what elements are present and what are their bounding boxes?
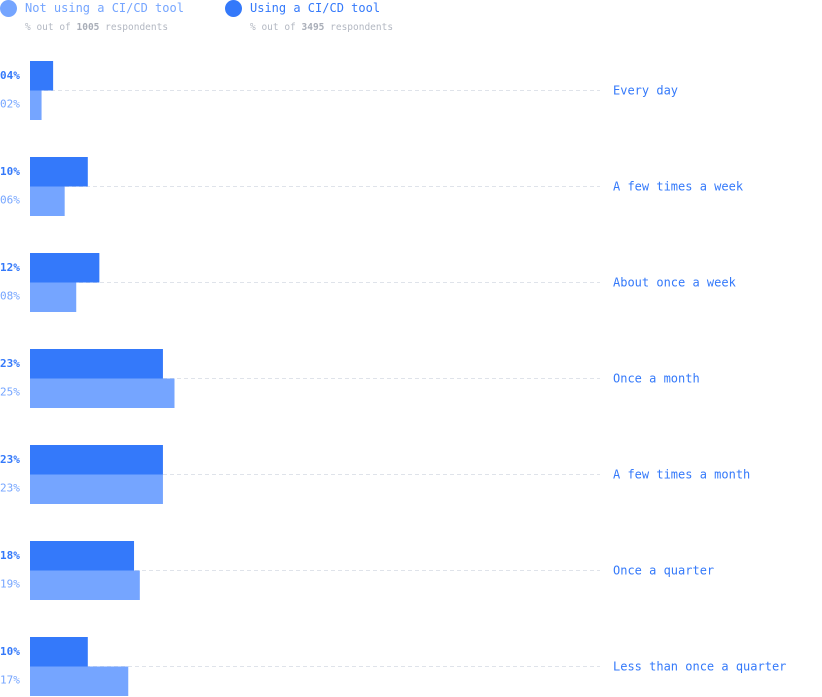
bar-using bbox=[30, 445, 163, 475]
legend-sub-count: 3495 bbox=[301, 22, 325, 33]
bar-using bbox=[30, 541, 135, 571]
bar-not-using bbox=[30, 186, 65, 216]
legend-sub-suffix: respondents bbox=[105, 22, 169, 33]
legend-label-not-using: Not using a CI/CD tool bbox=[25, 1, 184, 15]
category-label: About once a week bbox=[613, 276, 737, 290]
legend-sub-using: % out of 3495 respondents bbox=[250, 22, 393, 33]
value-label-not-using: 23% bbox=[0, 482, 20, 495]
category-label: A few times a week bbox=[613, 180, 744, 194]
value-label-not-using: 17% bbox=[0, 674, 20, 687]
value-label-not-using: 08% bbox=[0, 290, 20, 303]
legend-dot-not-using bbox=[0, 0, 17, 17]
category-label: Once a quarter bbox=[613, 564, 714, 578]
category-label: Once a month bbox=[613, 372, 700, 386]
bar-not-using bbox=[30, 90, 42, 120]
bar-using bbox=[30, 253, 100, 283]
legend-sub-prefix: % out of bbox=[250, 22, 296, 33]
value-label-not-using: 06% bbox=[0, 194, 20, 207]
value-label-using: 10% bbox=[0, 645, 20, 658]
value-label-using: 10% bbox=[0, 165, 20, 178]
bar-using bbox=[30, 157, 88, 187]
legend-sub-suffix: respondents bbox=[330, 22, 394, 33]
value-label-not-using: 02% bbox=[0, 98, 20, 111]
value-label-using: 12% bbox=[0, 261, 20, 274]
value-label-using: 23% bbox=[0, 357, 20, 370]
value-label-not-using: 19% bbox=[0, 578, 20, 591]
bar-not-using bbox=[30, 378, 175, 408]
legend-sub-count: 1005 bbox=[76, 22, 100, 33]
value-label-using: 23% bbox=[0, 453, 20, 466]
bar-not-using bbox=[30, 282, 77, 312]
value-label-using: 04% bbox=[0, 69, 20, 82]
value-label-using: 18% bbox=[0, 549, 20, 562]
legend-sub-prefix: % out of bbox=[25, 22, 71, 33]
bar-not-using bbox=[30, 474, 163, 504]
legend-label-using: Using a CI/CD tool bbox=[250, 1, 381, 15]
bar-using bbox=[30, 349, 163, 379]
legend-dot-using bbox=[225, 0, 242, 17]
category-label: A few times a month bbox=[613, 468, 750, 482]
category-label: Less than once a quarter bbox=[613, 660, 786, 674]
bar-using bbox=[30, 637, 88, 667]
category-label: Every day bbox=[613, 84, 678, 98]
bar-not-using bbox=[30, 570, 140, 600]
bar-using bbox=[30, 61, 54, 91]
legend-sub-not-using: % out of 1005 respondents bbox=[25, 22, 168, 33]
value-label-not-using: 25% bbox=[0, 386, 20, 399]
bar-not-using bbox=[30, 666, 129, 696]
